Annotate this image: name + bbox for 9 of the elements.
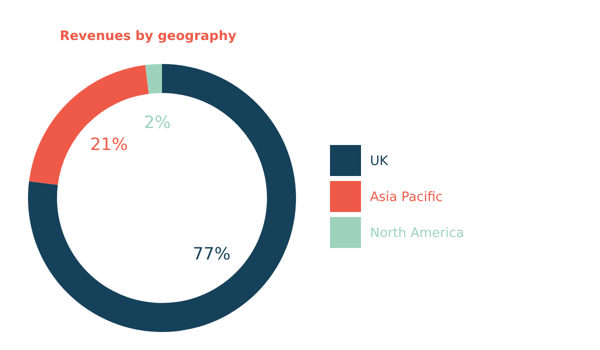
data-label: 21%	[90, 134, 128, 155]
donut-slice	[145, 64, 162, 94]
legend-label: North America	[370, 226, 464, 241]
chart-title: Revenues by geography	[60, 29, 237, 44]
legend-label: UK	[370, 154, 389, 169]
donut-slice	[28, 64, 296, 332]
data-label: 2%	[144, 113, 171, 134]
data-label: 77%	[192, 244, 230, 264]
legend-label: Asia Pacific	[370, 190, 443, 205]
